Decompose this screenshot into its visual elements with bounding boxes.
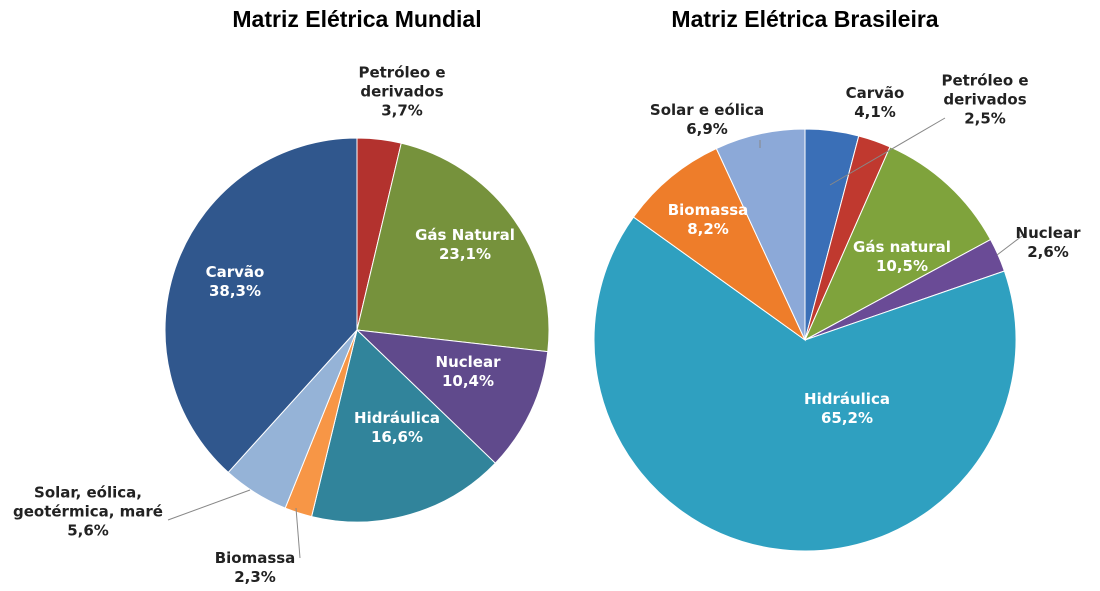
category-label: Gás natural bbox=[842, 238, 962, 257]
value-label: 10,4% bbox=[418, 372, 518, 391]
value-label: 16,6% bbox=[337, 428, 457, 447]
category-label: Biomassa bbox=[663, 201, 753, 220]
chart-title: Matriz Elétrica Brasileira bbox=[671, 6, 938, 33]
category-label: Carvão bbox=[835, 84, 915, 103]
category-label: Petróleo e derivados bbox=[930, 72, 1040, 110]
category-label: Petróleo e derivados bbox=[347, 64, 457, 102]
value-label: 2,6% bbox=[1008, 243, 1088, 262]
category-label: Biomassa bbox=[205, 549, 305, 568]
value-label: 2,3% bbox=[205, 568, 305, 587]
page: (() => { const data = JSON.parse(documen… bbox=[0, 0, 1100, 591]
category-label: Hidráulica bbox=[792, 390, 902, 409]
value-label: 38,3% bbox=[185, 282, 285, 301]
value-label: 3,7% bbox=[347, 102, 457, 121]
category-label: Gás Natural bbox=[405, 226, 525, 245]
category-label: Nuclear bbox=[418, 353, 518, 372]
value-label: 8,2% bbox=[663, 220, 753, 239]
value-label: 10,5% bbox=[842, 257, 962, 276]
category-label: Nuclear bbox=[1008, 224, 1088, 243]
value-label: 65,2% bbox=[792, 409, 902, 428]
value-label: 2,5% bbox=[930, 110, 1040, 129]
category-label: Solar e eólica bbox=[647, 101, 767, 120]
category-label: Hidráulica bbox=[337, 409, 457, 428]
value-label: 4,1% bbox=[835, 103, 915, 122]
value-label: 5,6% bbox=[1, 522, 176, 541]
category-label: Solar, eólica, geotérmica, maré bbox=[1, 484, 176, 522]
chart-title: Matriz Elétrica Mundial bbox=[232, 6, 481, 33]
leader-line bbox=[168, 490, 250, 520]
value-label: 23,1% bbox=[405, 245, 525, 264]
category-label: Carvão bbox=[185, 263, 285, 282]
value-label: 6,9% bbox=[647, 120, 767, 139]
